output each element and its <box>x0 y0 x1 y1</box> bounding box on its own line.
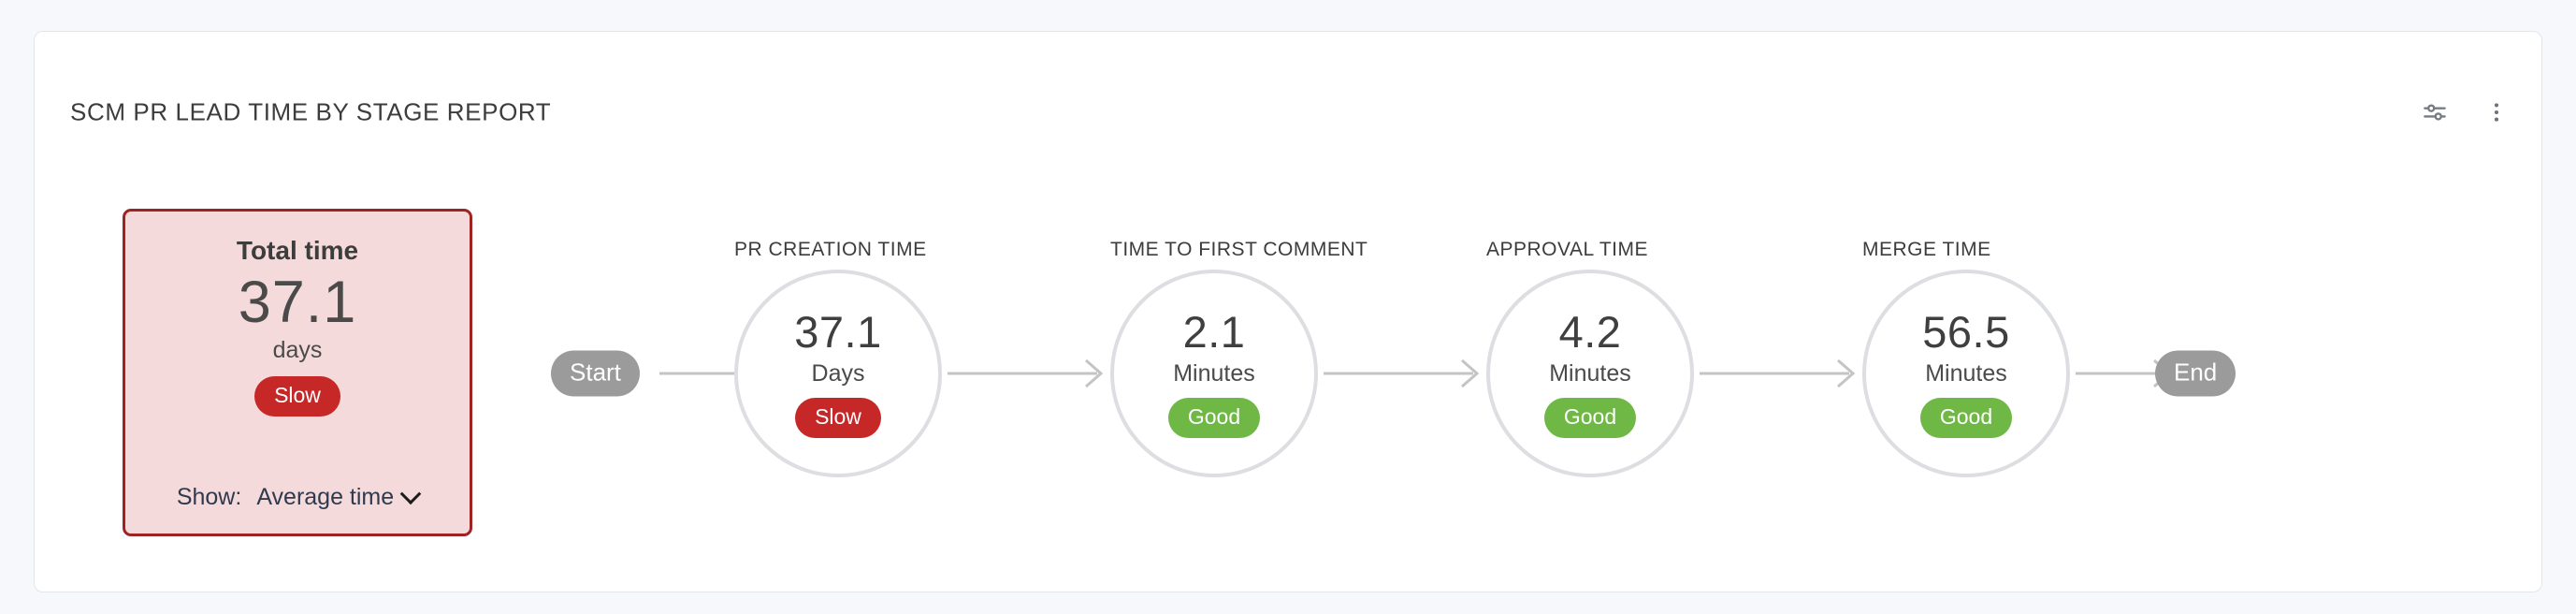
total-time-status-badge: Slow <box>254 376 340 417</box>
stage-circle: 56.5 Minutes Good <box>1862 270 2070 477</box>
connector-stage-2-to-stage-3 <box>1324 358 1481 389</box>
settings-sliders-icon-button[interactable] <box>2416 94 2453 131</box>
card-header: SCM PR LEAD TIME BY STAGE REPORT <box>35 32 2541 135</box>
stage-value: 4.2 <box>1558 306 1622 357</box>
show-metric-label: Show: <box>176 484 242 510</box>
total-time-label: Total time <box>236 236 359 265</box>
stage-label: PR CREATION TIME <box>734 239 927 260</box>
connector-stage-1-to-stage-2 <box>948 358 1105 389</box>
flow-end-pill: End <box>2155 350 2236 397</box>
report-card: SCM PR LEAD TIME BY STAGE REPORT <box>34 31 2542 592</box>
show-metric-select[interactable]: Average time <box>256 482 422 511</box>
stage-circle: 2.1 Minutes Good <box>1110 270 1318 477</box>
settings-sliders-icon <box>2421 98 2449 126</box>
stage-circle: 4.2 Minutes Good <box>1486 270 1694 477</box>
stage-status-badge: Good <box>1543 397 1637 438</box>
stage-status-badge: Slow <box>795 397 881 438</box>
chevron-down-icon <box>399 482 422 504</box>
stage-status-badge: Good <box>1167 397 1261 438</box>
stage-circle: 37.1 Days Slow <box>734 270 942 477</box>
stage-unit: Minutes <box>1549 359 1631 387</box>
show-metric-row: Show: Average time <box>125 482 470 511</box>
more-vertical-icon <box>2484 100 2509 124</box>
total-time-unit: days <box>272 337 323 364</box>
total-time-card: Total time 37.1 days Slow Show: Average … <box>123 209 472 536</box>
more-vertical-icon-button[interactable] <box>2478 94 2515 131</box>
stage-label: MERGE TIME <box>1862 239 1991 260</box>
stage-value: 37.1 <box>794 306 882 357</box>
page-title: SCM PR LEAD TIME BY STAGE REPORT <box>70 97 552 126</box>
stage-value: 2.1 <box>1182 306 1246 357</box>
stage-flow: Total time 37.1 days Slow Show: Average … <box>35 135 2541 593</box>
stage-value: 56.5 <box>1922 306 2010 357</box>
show-metric-value: Average time <box>256 484 395 510</box>
flow-start-pill: Start <box>551 350 640 397</box>
stage-unit: Days <box>811 359 865 387</box>
connector-stage-3-to-stage-4 <box>1700 358 1857 389</box>
header-actions <box>2416 94 2515 131</box>
stage-status-badge: Good <box>1919 397 2013 438</box>
total-time-value: 37.1 <box>238 270 357 335</box>
stage-unit: Minutes <box>1173 359 1255 387</box>
stage-unit: Minutes <box>1925 359 2007 387</box>
stage-label: TIME TO FIRST COMMENT <box>1110 239 1368 260</box>
stage-label: APPROVAL TIME <box>1486 239 1648 260</box>
